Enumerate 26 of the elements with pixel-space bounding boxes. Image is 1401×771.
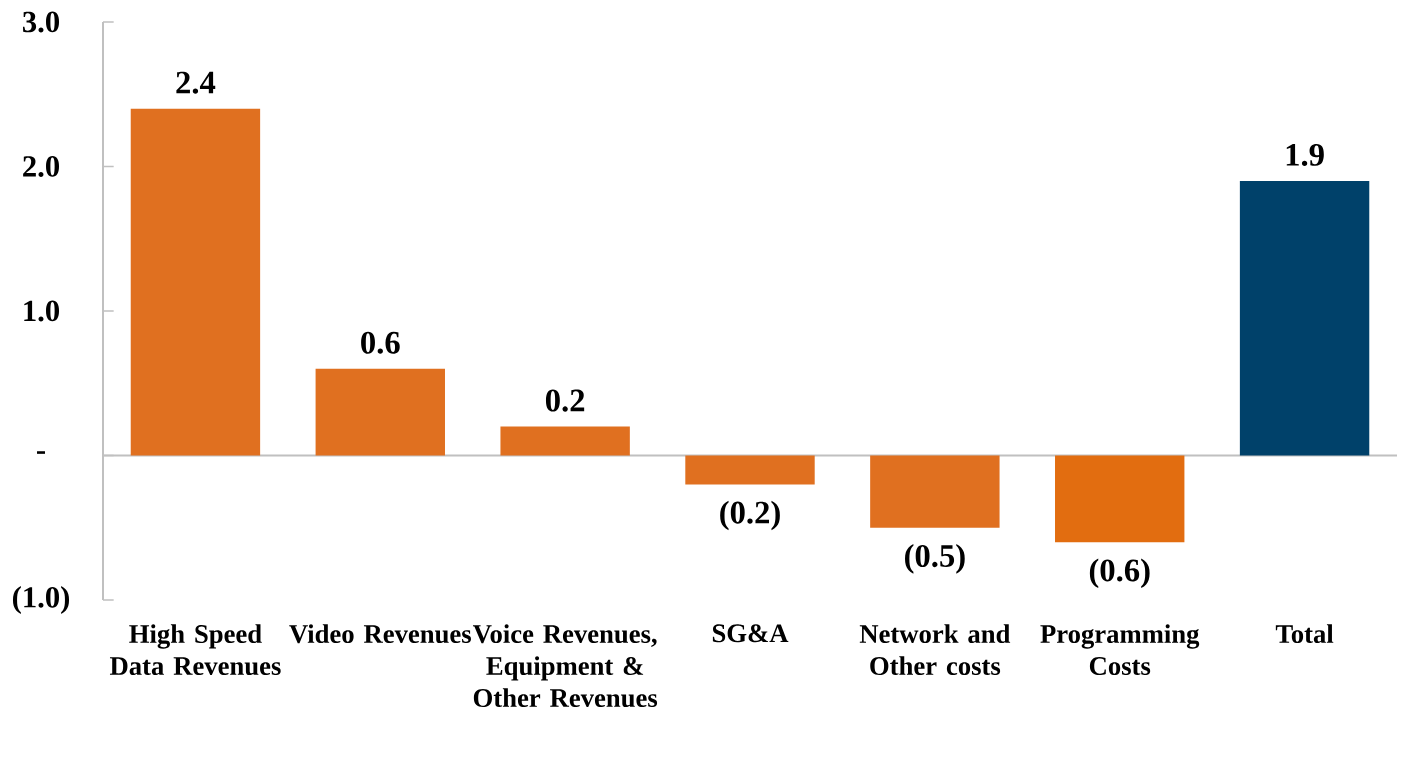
bar: [1239, 180, 1370, 456]
y-tick-label: 3.0: [22, 11, 60, 33]
bar: [130, 108, 261, 456]
data-label: 2.4: [176, 71, 216, 94]
y-tick-label: 1.0: [24, 300, 60, 322]
y-tick-label: 2.0: [23, 156, 60, 177]
data-label: 1.9: [1286, 143, 1324, 167]
x-tick-label: Total: [1275, 624, 1334, 644]
x-tick-label: Programming Costs: [1040, 624, 1200, 676]
data-label: 0.2: [545, 389, 585, 412]
bar: [1055, 455, 1185, 543]
x-tick-label: High Speed Data Revenues: [109, 624, 281, 676]
data-label: (0.6): [1089, 558, 1150, 589]
data-label: (0.2): [720, 500, 780, 531]
x-tick-label: Network and Other costs: [859, 624, 1011, 676]
y-tick-label: -: [37, 451, 45, 454]
data-label: 0.6: [361, 331, 400, 354]
x-tick-label: SG&A: [712, 624, 789, 643]
bar: [870, 455, 1000, 528]
x-tick-label: Voice Revenues, Equipment & Other Revenues: [472, 624, 658, 708]
y-tick-label: (1.0): [12, 586, 70, 614]
data-label: (0.5): [905, 544, 965, 574]
x-tick-label: Video Revenues: [289, 624, 471, 644]
bar: [500, 426, 630, 456]
bar: [315, 368, 445, 456]
bar: [685, 455, 815, 485]
